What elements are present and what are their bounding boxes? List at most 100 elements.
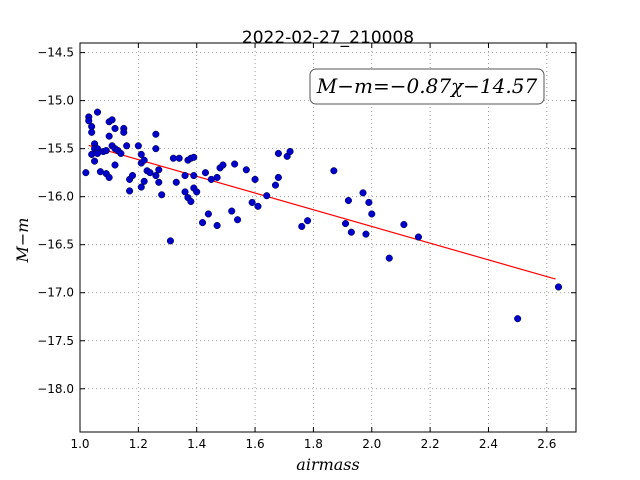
data-point: [414, 233, 422, 241]
data-point: [137, 183, 145, 191]
data-point: [219, 161, 227, 169]
data-point: [105, 132, 113, 140]
data-point: [152, 145, 160, 153]
y-tick-label: −17.5: [37, 334, 74, 348]
data-point: [330, 167, 338, 175]
fit-line-group: [88, 144, 556, 280]
data-point: [365, 198, 373, 206]
plot-area-frame: [79, 42, 577, 433]
data-point: [140, 177, 148, 185]
data-point: [102, 147, 110, 155]
y-tick-label: −17.0: [37, 286, 74, 300]
data-point: [181, 188, 189, 196]
y-tick-labels: −14.5 −15.0 −15.5 −16.0 −16.5 −17.0 −17.5 −18.0: [37, 46, 74, 396]
data-point: [385, 254, 393, 262]
data-point: [108, 116, 116, 124]
data-point: [140, 156, 148, 164]
data-point: [228, 207, 236, 215]
y-tick-label: −15.0: [37, 94, 74, 108]
fit-equation-label: M−m=−0.87χ−14.57: [316, 74, 538, 98]
data-point: [204, 210, 212, 218]
data-point: [117, 149, 125, 158]
data-point: [242, 166, 250, 174]
data-point: [304, 217, 312, 225]
fit-line: [88, 144, 556, 280]
x-tick-label: 1.6: [246, 437, 265, 451]
data-point: [166, 237, 174, 245]
data-point: [82, 169, 90, 177]
data-point: [263, 192, 271, 200]
y-tick-label: −16.0: [37, 190, 74, 204]
y-axis-label: M−m: [13, 218, 32, 264]
data-point: [152, 130, 160, 138]
data-point: [368, 210, 376, 218]
y-tick-label: −14.5: [37, 46, 74, 60]
data-point: [347, 228, 355, 236]
data-point: [175, 154, 183, 162]
x-tick-labels: 1.0 1.2 1.4 1.6 1.8 2.0 2.2 2.4 2.6: [70, 437, 556, 451]
data-point: [298, 222, 306, 231]
fit-equation-box: M−m=−0.87χ−14.57: [309, 68, 545, 105]
data-point: [359, 189, 367, 197]
data-point: [274, 173, 282, 182]
y-tick-label: −16.5: [37, 238, 74, 252]
data-point: [190, 171, 198, 180]
data-point: [85, 117, 93, 125]
data-point: [234, 216, 242, 224]
data-point: [88, 128, 96, 136]
data-point: [155, 166, 163, 174]
data-point: [134, 142, 142, 150]
data-point: [181, 171, 189, 180]
axis-ticks: [79, 43, 576, 432]
data-point: [271, 181, 280, 189]
x-tick-label: 1.0: [70, 437, 89, 451]
data-point: [137, 150, 145, 158]
data-point: [254, 202, 262, 210]
data-point: [126, 187, 134, 195]
x-tick-label: 2.6: [537, 437, 556, 451]
data-point: [158, 191, 166, 199]
data-point: [123, 142, 131, 150]
data-point: [128, 171, 137, 180]
data-point: [400, 220, 408, 229]
data-point: [190, 153, 198, 161]
data-point: [248, 198, 256, 206]
data-point: [88, 150, 96, 158]
data-point: [362, 230, 370, 238]
x-tick-label: 2.2: [421, 437, 440, 451]
data-point: [213, 173, 221, 182]
x-tick-label: 2.4: [479, 437, 498, 451]
data-point: [120, 128, 128, 136]
x-tick-label: 1.4: [187, 437, 206, 451]
y-tick-label: −15.5: [37, 142, 74, 156]
data-point: [251, 175, 259, 183]
grid-lines: [79, 43, 576, 432]
fit-equation-frame: [309, 68, 545, 105]
y-tick-label: −18.0: [37, 382, 74, 396]
data-point: [146, 169, 154, 177]
x-tick-label: 1.8: [304, 437, 323, 451]
data-point: [155, 178, 163, 186]
data-point: [105, 173, 113, 182]
data-point: [111, 124, 119, 133]
chart-title: 2022-02-27_210008: [242, 28, 414, 48]
data-point: [152, 171, 160, 180]
data-point: [187, 197, 195, 206]
x-axis-label: airmass: [296, 455, 359, 474]
data-point: [554, 283, 563, 291]
data-point: [213, 221, 221, 230]
data-point: [231, 160, 239, 168]
data-point: [111, 161, 119, 169]
data-points: [82, 108, 563, 323]
data-point: [341, 220, 350, 228]
data-point: [91, 157, 99, 165]
data-point: [198, 219, 207, 227]
data-point: [514, 315, 522, 323]
x-tick-label: 2.0: [362, 437, 381, 451]
data-point: [344, 196, 352, 205]
x-tick-label: 1.2: [129, 437, 148, 451]
data-point: [193, 188, 201, 196]
data-point: [286, 147, 294, 156]
data-point: [274, 149, 282, 158]
